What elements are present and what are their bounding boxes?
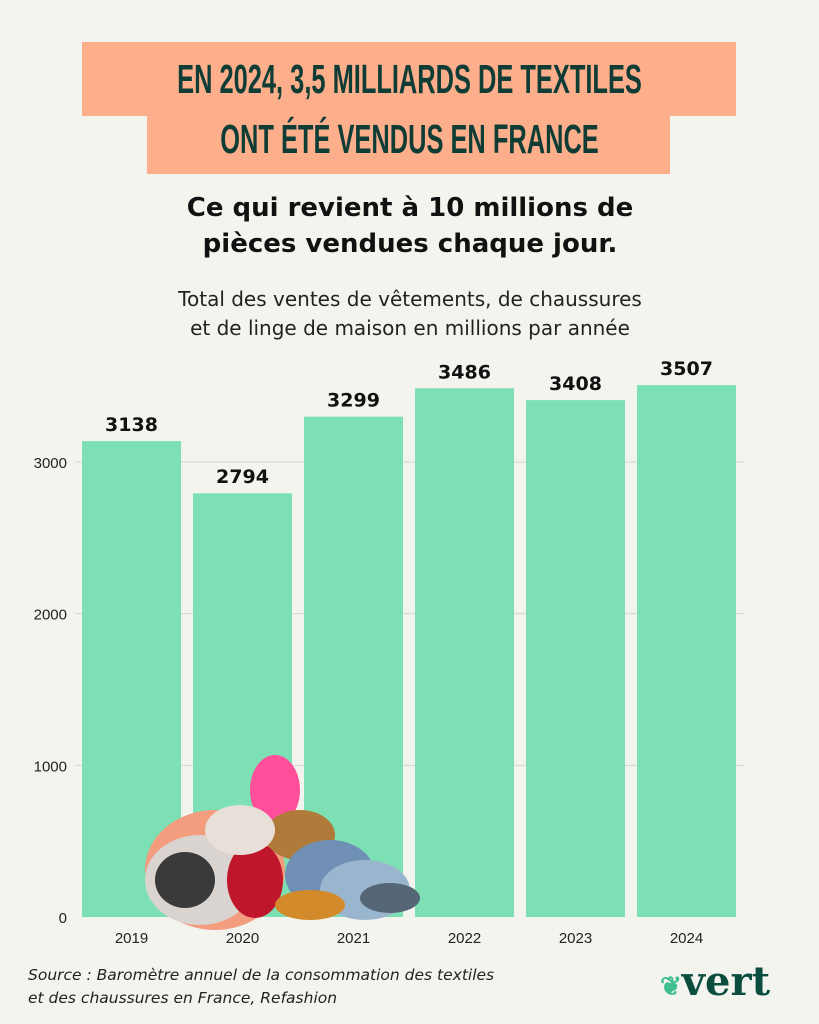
clothes-pile-image	[250, 755, 300, 825]
bar-2024	[637, 385, 736, 918]
data-label: 3408	[549, 373, 602, 395]
y-tick-label: 3000	[34, 455, 67, 472]
bar-2022	[415, 388, 514, 917]
data-label: 3299	[327, 390, 380, 412]
chart-title-line-1: Total des ventes de vêtements, de chauss…	[178, 287, 642, 311]
logo-text: vert	[681, 958, 771, 1005]
clothes-pile-image	[155, 852, 215, 908]
subtitle-line-1: Ce qui revient à 10 millions de	[186, 193, 634, 223]
data-label: 3138	[105, 414, 158, 436]
subtitle-line-2: pièces vendues chaque jour.	[202, 229, 618, 259]
source-line-1: Source : Baromètre annuel de la consomma…	[28, 966, 495, 984]
headline-line-1: EN 2024, 3,5 MILLIARDS DE TEXTILES	[177, 56, 642, 102]
x-tick-label: 2021	[337, 930, 370, 947]
data-label: 2794	[216, 466, 269, 488]
x-tick-label: 2023	[559, 930, 592, 947]
source-note: Source : Baromètre annuel de la consomma…	[28, 964, 494, 1010]
headline-line-2: ONT ÉTÉ VENDUS EN FRANCE	[220, 116, 599, 162]
source-line-2: et des chaussures en France, Refashion	[28, 989, 338, 1007]
y-tick-label: 0	[59, 910, 67, 927]
x-tick-label: 2020	[226, 930, 259, 947]
y-tick-label: 1000	[34, 758, 67, 775]
headline-banner	[147, 110, 670, 174]
data-label: 3486	[438, 361, 491, 383]
clothes-pile-image	[205, 805, 275, 855]
chart-title-line-2: et de linge de maison en millions par an…	[190, 316, 630, 340]
clothes-pile-image	[227, 842, 283, 918]
vert-logo: ❦vert	[660, 958, 770, 1005]
clothes-pile-image	[360, 883, 420, 913]
x-tick-label: 2019	[115, 930, 148, 947]
x-tick-label: 2022	[448, 930, 481, 947]
y-tick-label: 2000	[34, 607, 67, 624]
clothes-pile-image	[275, 890, 345, 920]
headline-banner	[82, 42, 736, 116]
leaf-icon: ❦	[660, 972, 682, 1002]
bar-2023	[526, 400, 625, 917]
x-tick-label: 2024	[670, 930, 703, 947]
data-label: 3507	[660, 358, 713, 380]
